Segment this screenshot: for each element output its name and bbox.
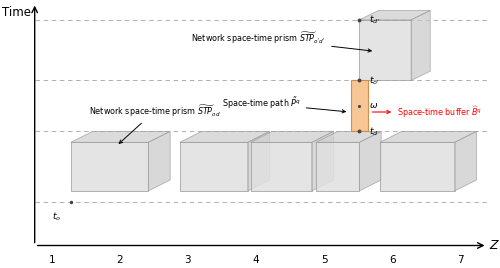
Polygon shape — [180, 131, 270, 142]
Polygon shape — [380, 131, 476, 142]
Polygon shape — [360, 131, 381, 191]
Polygon shape — [248, 131, 270, 191]
Polygon shape — [250, 142, 312, 191]
Text: Space-time path $\tilde{P}^q$: Space-time path $\tilde{P}^q$ — [222, 96, 346, 113]
Polygon shape — [71, 131, 170, 142]
Polygon shape — [411, 10, 430, 80]
Polygon shape — [250, 131, 334, 142]
Polygon shape — [180, 142, 248, 191]
Polygon shape — [316, 142, 360, 191]
Text: Z: Z — [489, 239, 498, 252]
Text: Network space-time prism $\widetilde{STP}_{od}$: Network space-time prism $\widetilde{STP… — [89, 103, 221, 143]
Polygon shape — [380, 142, 455, 191]
Polygon shape — [360, 10, 430, 20]
Text: $\omega$: $\omega$ — [369, 101, 378, 110]
Text: $t_o$: $t_o$ — [52, 210, 61, 223]
Bar — [350, 80, 368, 131]
Polygon shape — [360, 20, 411, 80]
Text: $t_d$: $t_d$ — [369, 125, 378, 138]
Text: Time: Time — [2, 6, 32, 19]
Polygon shape — [312, 131, 334, 191]
Polygon shape — [455, 131, 476, 191]
Text: $t_{d'}$: $t_{d'}$ — [369, 13, 380, 26]
Text: Network space-time prism $\widetilde{STP}_{o'd'}$: Network space-time prism $\widetilde{STP… — [192, 30, 372, 52]
Polygon shape — [316, 131, 381, 142]
Polygon shape — [71, 142, 148, 191]
Polygon shape — [148, 131, 170, 191]
Text: Space-time buffer $\widehat{B}^q$: Space-time buffer $\widehat{B}^q$ — [372, 104, 482, 120]
Text: $t_{o'}$: $t_{o'}$ — [369, 74, 380, 87]
